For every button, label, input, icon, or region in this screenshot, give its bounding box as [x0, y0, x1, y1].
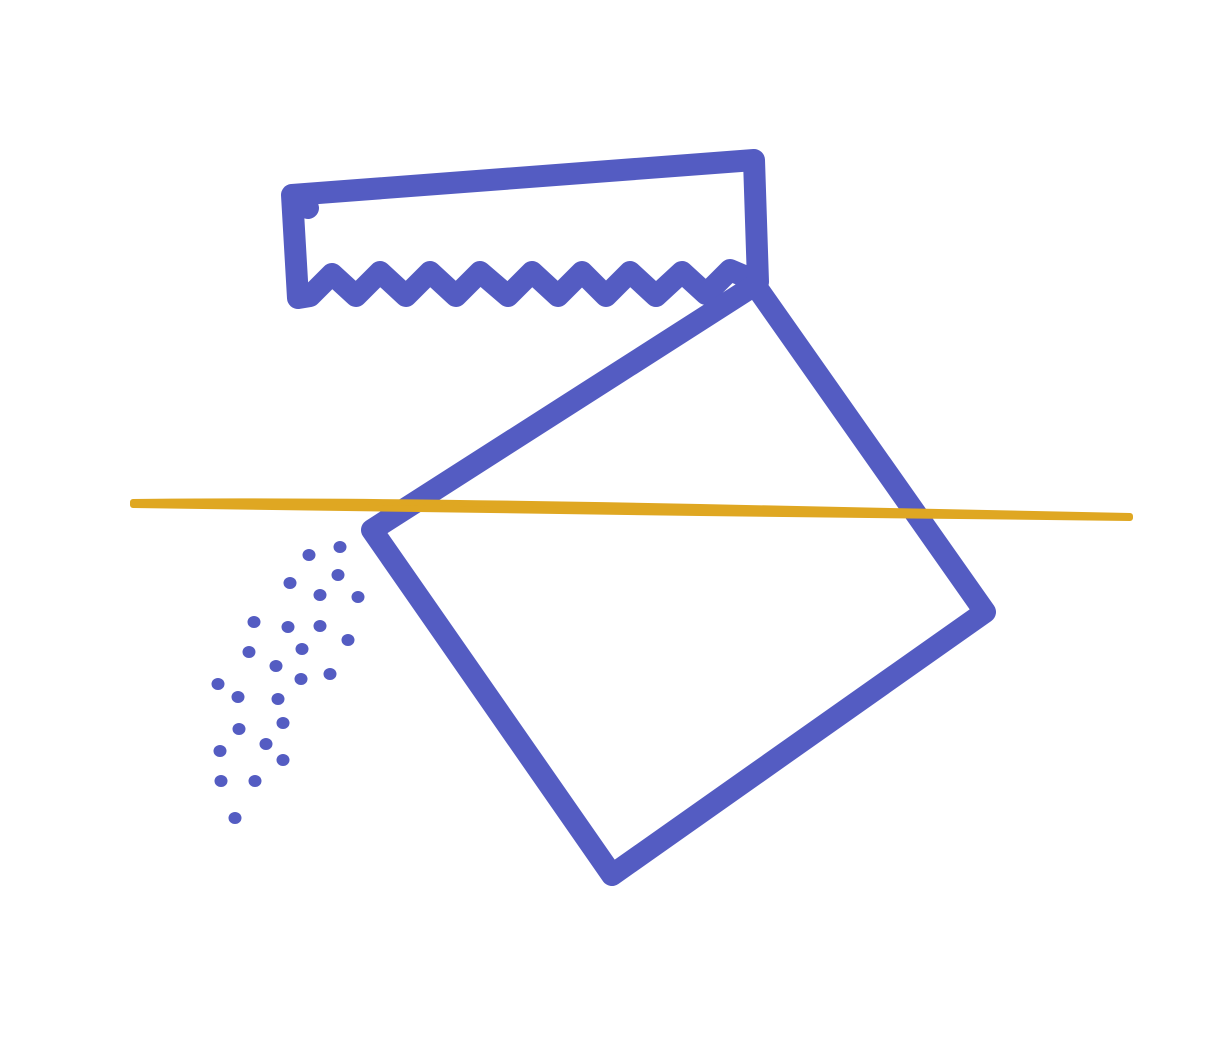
- sugar-granule: [276, 717, 290, 729]
- sugar-granule: [295, 643, 309, 655]
- sugar-granule: [228, 812, 242, 824]
- sugar-granule: [276, 754, 290, 766]
- sugar-granule: [333, 541, 347, 553]
- sugar-granule: [313, 620, 327, 632]
- sugar-granules: [211, 541, 365, 824]
- sugar-granule: [269, 660, 283, 672]
- sugar-granule: [302, 549, 316, 561]
- sugar-granule: [248, 775, 262, 787]
- sugar-granule: [331, 569, 345, 581]
- sugar-granule: [341, 634, 355, 646]
- sugar-granule: [313, 589, 327, 601]
- sugar-granule: [232, 723, 246, 735]
- sugar-granule: [242, 646, 256, 658]
- packet-body: [361, 274, 996, 886]
- sugar-granule: [351, 591, 365, 603]
- sugar-granule: [323, 668, 337, 680]
- sugar-granule: [211, 678, 225, 690]
- sugar-granule: [231, 691, 245, 703]
- sugar-granule: [213, 745, 227, 757]
- accent-brush-stroke: [130, 498, 1133, 521]
- sugar-granule: [281, 621, 295, 633]
- sugar-granule: [259, 738, 273, 750]
- sugar-granule: [214, 775, 228, 787]
- sugar-granule: [283, 577, 297, 589]
- packet-cap: [281, 149, 769, 309]
- sugar-granule: [294, 673, 308, 685]
- sugar-granule: [271, 693, 285, 705]
- sugar-granule: [247, 616, 261, 628]
